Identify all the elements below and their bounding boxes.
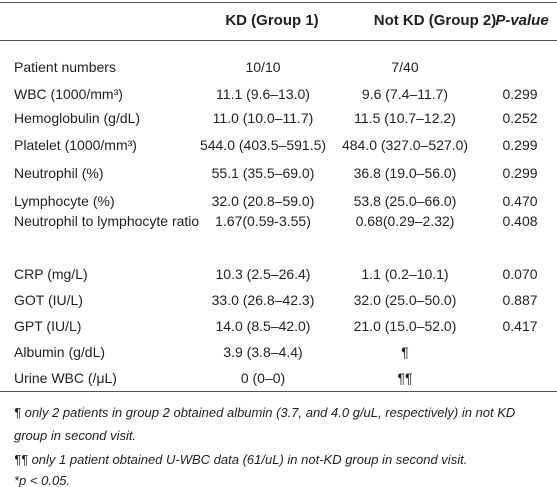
cell: 9.6 (7.4–11.7)	[361, 86, 449, 102]
cell: ¶¶	[397, 370, 413, 386]
cell: 0.070	[502, 266, 538, 282]
cell: 1.1 (0.2–10.1)	[361, 266, 449, 282]
cell: 1.67(0.59-3.55)	[215, 213, 311, 229]
row-label: Albumin (g/dL)	[14, 344, 106, 360]
cell: 10/10	[245, 59, 281, 75]
cell: 53.8 (25.0–66.0)	[353, 193, 457, 209]
column-header: Not KD (Group 2)	[373, 12, 497, 29]
cell: 0.417	[502, 318, 538, 334]
row-label: GPT (IU/L)	[14, 318, 82, 334]
cell: 3.9 (3.8–4.4)	[223, 344, 303, 360]
header-rule	[0, 40, 557, 41]
cell: 0.299	[502, 86, 538, 102]
row-label: Hemoglobulin (g/dL)	[14, 110, 141, 126]
cell: 11.0 (10.0–11.7)	[212, 110, 314, 126]
cell: 0.299	[502, 137, 538, 153]
row-label: CRP (mg/L)	[14, 266, 88, 282]
row-label: Neutrophil to lymphocyte ratio	[14, 213, 200, 229]
footnote: ¶¶ only 1 patient obtained U-WBC data (6…	[14, 452, 468, 467]
row-label: WBC (1000/mm³)	[14, 86, 123, 102]
cell: 36.8 (19.0–56.0)	[353, 165, 457, 181]
cell: 0.470	[502, 193, 538, 209]
row-label: Platelet (1000/mm³)	[14, 137, 137, 153]
cell: 0.299	[502, 165, 538, 181]
cell: 10.3 (2.5–26.4)	[215, 266, 311, 282]
row-label: Lymphocyte (%)	[14, 193, 115, 209]
cell: 0.887	[502, 292, 538, 308]
cell: 7/40	[391, 59, 419, 75]
cell: 11.5 (10.7–12.2)	[354, 110, 456, 126]
row-label: Patient numbers	[14, 59, 116, 75]
cell: 0.68(0.29–2.32)	[355, 213, 455, 229]
cell: 21.0 (15.0–52.0)	[353, 318, 457, 334]
cell: 32.0 (25.0–50.0)	[353, 292, 457, 308]
bottom-rule	[0, 391, 557, 392]
cell: 0 (0–0)	[240, 370, 286, 386]
cell: 33.0 (26.8–42.3)	[211, 292, 315, 308]
cell: 484.0 (327.0–527.0)	[341, 137, 469, 153]
top-rule	[0, 2, 557, 3]
row-label: GOT (IU/L)	[14, 292, 83, 308]
cell: 55.1 (35.5–69.0)	[211, 165, 315, 181]
cell: ¶	[401, 344, 409, 360]
cell: 11.1 (9.6–13.0)	[216, 86, 310, 102]
cell: 32.0 (20.8–59.0)	[211, 193, 315, 209]
column-header: P-value	[495, 12, 549, 29]
row-label: Urine WBC (/μL)	[14, 370, 117, 386]
footnote: *p < 0.05.	[14, 473, 71, 487]
cell: 0.408	[502, 213, 538, 229]
row-label: Neutrophil (%)	[14, 165, 104, 181]
cell: 544.0 (403.5–591.5)	[199, 137, 327, 153]
column-header: KD (Group 1)	[225, 12, 319, 29]
cell: 14.0 (8.5–42.0)	[215, 318, 311, 334]
footnote: ¶ only 2 patients in group 2 obtained al…	[14, 405, 516, 443]
cell: 0.252	[502, 110, 538, 126]
